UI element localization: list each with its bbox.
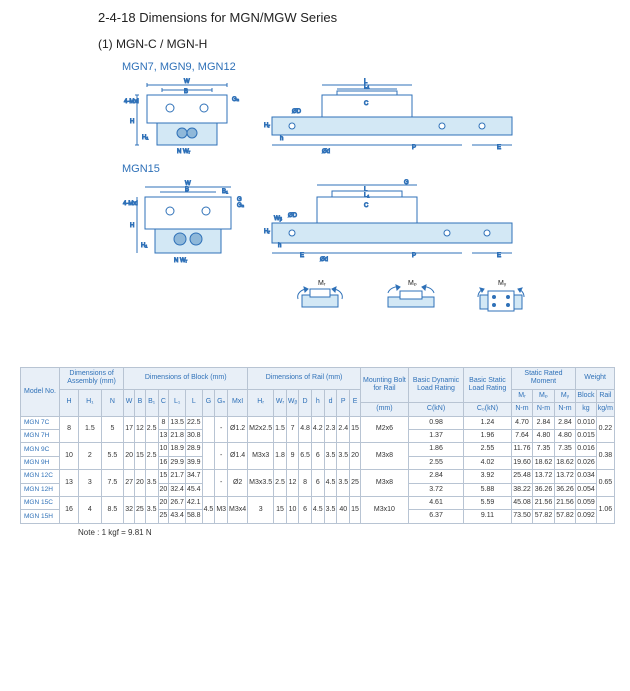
table-row: MGN 15C 1648.532253.5 2026.742.1 4.5M3M3… xyxy=(21,496,615,509)
svg-text:ØD: ØD xyxy=(288,213,298,219)
svg-text:H₁: H₁ xyxy=(142,135,148,141)
svg-text:Mᵧ: Mᵧ xyxy=(498,280,507,287)
th-modelno: Model No. xyxy=(21,368,60,417)
svg-text:P: P xyxy=(412,145,416,151)
svg-text:Hᵣ: Hᵣ xyxy=(264,229,270,235)
svg-text:B: B xyxy=(185,187,189,193)
diagram-row-1: W B 4-Mxl H H₁ N Wᵣ Gₙ L L₁ C xyxy=(122,75,630,157)
th-statload: Basic Static Load Rating xyxy=(464,368,512,403)
moment-mp-icon: Mₚ xyxy=(380,277,440,317)
series-label-1: MGN7, MGN9, MGN12 xyxy=(122,61,630,73)
table-row: MGN 7C 8 1.5 5 17 12 2.5 8 13.5 22.5 - Ø… xyxy=(21,416,615,429)
svg-text:Ød: Ød xyxy=(322,149,330,155)
svg-text:E: E xyxy=(497,253,501,259)
svg-text:Hᵣ: Hᵣ xyxy=(264,123,270,129)
svg-text:Mᵣ: Mᵣ xyxy=(318,280,326,287)
th-dimrail: Dimensions of Rail (mm) xyxy=(248,368,361,390)
th-dynload: Basic Dynamic Load Rating xyxy=(408,368,463,403)
th-statmom: Static Rated Moment xyxy=(511,368,575,390)
svg-text:Ød: Ød xyxy=(320,257,328,263)
cross-section-diagram-2: W B B₁ 4-Mxl H H₁ N Wᵣ G Gₙ xyxy=(122,177,252,265)
moment-mr-icon: Mᵣ xyxy=(290,277,350,317)
svg-text:B₁: B₁ xyxy=(222,189,228,195)
table-note: Note : 1 kgf = 9.81 N xyxy=(78,528,630,537)
svg-text:H: H xyxy=(130,223,134,229)
th-dimassy: Dimensions of Assembly (mm) xyxy=(60,368,124,390)
svg-text:Gₙ: Gₙ xyxy=(232,97,240,103)
series-label-2: MGN15 xyxy=(122,163,630,175)
svg-text:W: W xyxy=(184,79,190,85)
th-mountbolt: Mounting Bolt for Rail xyxy=(360,368,408,403)
svg-text:E: E xyxy=(497,145,501,151)
side-view-diagram-2: G L L₁ C ØD Ød Wᵦ Hᵣ h P E E xyxy=(262,177,522,265)
svg-text:G: G xyxy=(404,180,409,186)
svg-text:L₁: L₁ xyxy=(364,193,369,199)
svg-text:4-Mxl: 4-Mxl xyxy=(123,201,138,207)
table-row: MGN 12C 1337.527203.5 1521.734.7 -Ø2M3x3… xyxy=(21,470,615,483)
svg-text:Wᵦ: Wᵦ xyxy=(274,216,283,222)
moments-row: Mᵣ Mₚ Mᵧ xyxy=(290,277,630,317)
svg-text:C: C xyxy=(364,203,369,209)
svg-text:C: C xyxy=(364,101,369,107)
svg-text:Gₙ: Gₙ xyxy=(237,203,245,209)
diagram-row-2: W B B₁ 4-Mxl H H₁ N Wᵣ G Gₙ G L xyxy=(122,177,630,265)
side-view-diagram-1: L L₁ C ØD Ød P E Hᵣ h xyxy=(262,75,522,157)
svg-text:h: h xyxy=(280,136,283,142)
svg-text:4-Mxl: 4-Mxl xyxy=(124,99,139,105)
dimension-table: Model No. Dimensions of Assembly (mm) Di… xyxy=(0,367,630,537)
svg-text:N Wᵣ: N Wᵣ xyxy=(177,149,191,155)
svg-text:Mₚ: Mₚ xyxy=(408,280,417,287)
svg-text:H₁: H₁ xyxy=(141,243,147,249)
svg-text:N Wᵣ: N Wᵣ xyxy=(174,258,188,264)
svg-text:L₁: L₁ xyxy=(364,84,369,90)
svg-text:ØD: ØD xyxy=(292,109,302,115)
page: 2-4-18 Dimensions for MGN/MGW Series (1)… xyxy=(0,0,630,537)
table-row: MGN 9C 1025.520152.5 1018.928.9 -Ø1.4M3x… xyxy=(21,443,615,456)
moment-my-icon: Mᵧ xyxy=(470,277,530,317)
cross-section-diagram-1: W B 4-Mxl H H₁ N Wᵣ Gₙ xyxy=(122,75,252,157)
svg-text:E: E xyxy=(300,253,304,259)
svg-text:h: h xyxy=(278,243,281,249)
section-title: 2-4-18 Dimensions for MGN/MGW Series xyxy=(98,10,630,25)
svg-text:P: P xyxy=(412,253,416,259)
table-body: MGN 7C 8 1.5 5 17 12 2.5 8 13.5 22.5 - Ø… xyxy=(21,416,615,523)
sub-title: (1) MGN-C / MGN-H xyxy=(98,37,630,51)
svg-text:H: H xyxy=(130,119,134,125)
th-dimblock: Dimensions of Block (mm) xyxy=(124,368,248,390)
th-weight: Weight xyxy=(576,368,615,390)
